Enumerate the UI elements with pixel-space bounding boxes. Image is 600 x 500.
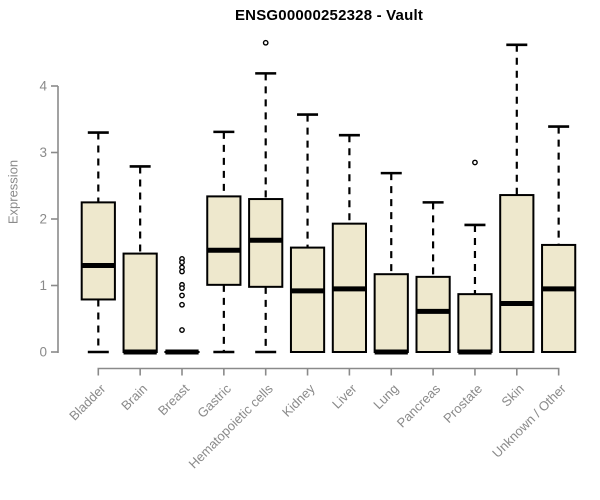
box-iqr	[206, 195, 242, 286]
boxplot-group	[164, 255, 200, 355]
x-tick-label: Pancreas	[394, 381, 444, 431]
chart-title: ENSG00000252328 - Vault	[234, 7, 424, 24]
x-tick-label: Liver	[329, 381, 360, 412]
box-iqr	[457, 293, 493, 353]
box-iqr	[541, 243, 577, 353]
x-tick-label: Brain	[118, 381, 150, 413]
outlier-point	[179, 259, 185, 266]
box-iqr	[80, 201, 116, 301]
outlier-point	[179, 268, 185, 275]
y-tick-label: 4	[39, 79, 47, 94]
outlier-point	[179, 292, 185, 299]
outlier-point	[179, 301, 185, 308]
x-tick-label: Unknown / Other	[489, 381, 569, 461]
outlier-point	[179, 327, 185, 333]
box-iqr	[373, 273, 409, 354]
boxplot-group	[499, 43, 535, 353]
boxplot-group	[248, 39, 284, 354]
x-tick-label: Skin	[498, 381, 526, 409]
y-tick-label: 0	[39, 345, 47, 360]
box-iqr	[415, 275, 451, 354]
boxplot-group	[122, 165, 158, 355]
x-tick-label: Prostate	[440, 381, 485, 426]
box-iqr	[248, 198, 284, 288]
outlier-point	[472, 159, 478, 166]
box-iqr	[289, 246, 326, 353]
box-iqr	[499, 194, 535, 353]
x-tick-label: Gastric	[194, 381, 234, 421]
x-tick-label: Bladder	[66, 381, 109, 424]
y-tick-label: 1	[39, 278, 47, 293]
boxplot-group	[373, 171, 409, 355]
y-tick-label: 3	[39, 145, 47, 160]
boxplot-group	[80, 131, 116, 354]
boxplot-group	[457, 159, 493, 355]
boxplot-group	[206, 130, 242, 354]
y-tick-label: 2	[39, 212, 47, 227]
x-tick-label: Kidney	[279, 381, 318, 420]
x-tick-label: Breast	[155, 381, 192, 418]
outlier-point	[179, 285, 185, 292]
boxplot-group	[415, 201, 451, 354]
outlier-point	[262, 39, 269, 46]
box-iqr	[122, 252, 158, 353]
boxplot-group	[331, 133, 367, 353]
x-tick-label: Lung	[370, 381, 401, 412]
boxplot-group	[541, 125, 577, 353]
boxplot-group	[289, 113, 326, 353]
